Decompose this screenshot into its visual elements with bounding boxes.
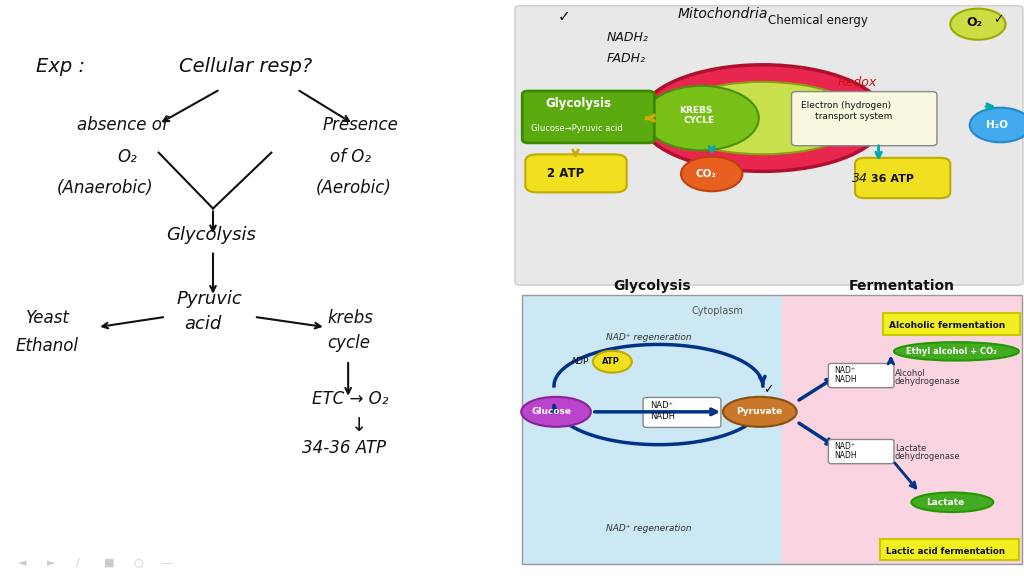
Text: Chemical energy: Chemical energy xyxy=(768,14,868,27)
Text: transport system: transport system xyxy=(815,112,893,121)
FancyBboxPatch shape xyxy=(792,92,937,146)
Circle shape xyxy=(970,108,1024,142)
Text: Lactate: Lactate xyxy=(895,444,927,453)
Text: Alcoholic fermentation: Alcoholic fermentation xyxy=(889,321,1006,330)
Text: ↓: ↓ xyxy=(351,416,368,435)
Text: Glucose: Glucose xyxy=(531,407,571,416)
Bar xyxy=(522,295,782,564)
Ellipse shape xyxy=(911,492,993,512)
Text: NADH: NADH xyxy=(835,376,857,384)
Text: ADP: ADP xyxy=(571,357,590,366)
Text: absence of: absence of xyxy=(77,116,168,134)
Ellipse shape xyxy=(665,82,861,154)
Text: NAD⁺: NAD⁺ xyxy=(835,366,856,375)
FancyBboxPatch shape xyxy=(828,439,894,464)
Text: dehydrogenase: dehydrogenase xyxy=(895,452,961,461)
Text: Exp :: Exp : xyxy=(36,57,85,76)
Text: Electron (hydrogen): Electron (hydrogen) xyxy=(801,101,891,110)
Text: cycle: cycle xyxy=(328,335,371,353)
Text: Lactic acid fermentation: Lactic acid fermentation xyxy=(886,547,1005,556)
Text: Cellular resp?: Cellular resp? xyxy=(179,57,312,76)
Text: NAD⁺: NAD⁺ xyxy=(835,442,856,451)
Text: —: — xyxy=(162,558,173,567)
Text: ◄: ◄ xyxy=(18,558,27,567)
Text: of O₂: of O₂ xyxy=(330,149,371,166)
Text: ATP: ATP xyxy=(602,357,620,366)
FancyBboxPatch shape xyxy=(883,313,1020,335)
Text: Ethyl alcohol + CO₂: Ethyl alcohol + CO₂ xyxy=(906,347,997,355)
Bar xyxy=(782,295,1022,564)
Text: Lactate: Lactate xyxy=(926,498,964,507)
Text: H₂O: H₂O xyxy=(986,120,1008,130)
Text: Ethanol: Ethanol xyxy=(15,338,79,355)
Ellipse shape xyxy=(521,397,591,427)
FancyBboxPatch shape xyxy=(525,154,627,192)
Bar xyxy=(522,295,1022,564)
Text: Cytoplasm: Cytoplasm xyxy=(691,306,743,316)
Text: 36 ATP: 36 ATP xyxy=(871,174,914,184)
Text: ✓: ✓ xyxy=(763,384,773,396)
Text: FADH₂: FADH₂ xyxy=(606,52,645,65)
FancyBboxPatch shape xyxy=(515,6,1023,285)
FancyBboxPatch shape xyxy=(522,91,654,143)
FancyBboxPatch shape xyxy=(855,158,950,198)
Text: O₂: O₂ xyxy=(118,149,137,166)
Text: Pyruvic: Pyruvic xyxy=(176,290,242,308)
Text: Pyruvate: Pyruvate xyxy=(736,407,782,416)
Text: Redox: Redox xyxy=(838,77,877,89)
Text: NAD⁺: NAD⁺ xyxy=(650,401,674,410)
FancyBboxPatch shape xyxy=(858,165,932,191)
Text: ■: ■ xyxy=(104,558,115,567)
Text: acid: acid xyxy=(184,316,221,334)
Text: Yeast: Yeast xyxy=(26,309,70,327)
Circle shape xyxy=(950,9,1006,40)
Text: Fermentation: Fermentation xyxy=(849,279,955,293)
Circle shape xyxy=(644,86,759,150)
Text: 34-36 ATP: 34-36 ATP xyxy=(302,439,386,457)
Text: Glucose→Pyruvic acid: Glucose→Pyruvic acid xyxy=(531,124,624,133)
Text: krebs: krebs xyxy=(328,309,374,327)
Text: ETC → O₂: ETC → O₂ xyxy=(312,391,389,408)
Ellipse shape xyxy=(894,342,1019,361)
Text: 2 ATP: 2 ATP xyxy=(547,168,584,180)
FancyBboxPatch shape xyxy=(880,539,1019,560)
Text: CO₂: CO₂ xyxy=(695,169,716,179)
Text: Glycolysis: Glycolysis xyxy=(613,279,691,293)
Text: NADH₂: NADH₂ xyxy=(606,32,648,44)
Text: Glycolysis: Glycolysis xyxy=(166,226,256,244)
Text: Presence: Presence xyxy=(323,116,398,134)
Text: 34: 34 xyxy=(852,172,868,185)
Text: Glycolysis: Glycolysis xyxy=(546,97,611,109)
Text: NADH: NADH xyxy=(835,452,857,460)
Ellipse shape xyxy=(640,65,886,172)
Text: NAD⁺ regeneration: NAD⁺ regeneration xyxy=(606,333,692,342)
Text: CYCLE: CYCLE xyxy=(683,116,714,124)
Text: (Aerobic): (Aerobic) xyxy=(315,179,391,197)
Text: NAD⁺ regeneration: NAD⁺ regeneration xyxy=(606,524,692,533)
Text: ►: ► xyxy=(47,558,55,567)
Text: ○: ○ xyxy=(133,558,143,567)
Text: NADH: NADH xyxy=(650,412,675,421)
Text: dehydrogenase: dehydrogenase xyxy=(895,377,961,385)
Text: KREBS: KREBS xyxy=(679,107,713,115)
FancyBboxPatch shape xyxy=(643,397,721,427)
Circle shape xyxy=(681,157,742,191)
Text: ✓: ✓ xyxy=(993,13,1004,26)
Text: O₂: O₂ xyxy=(967,17,983,29)
Text: (Anaerobic): (Anaerobic) xyxy=(56,179,153,197)
Text: Mitochondria: Mitochondria xyxy=(678,7,768,21)
Text: ✓: ✓ xyxy=(558,9,570,24)
Ellipse shape xyxy=(723,397,797,427)
Text: Alcohol: Alcohol xyxy=(895,369,926,377)
Text: ∕: ∕ xyxy=(76,558,80,567)
Circle shape xyxy=(593,351,632,373)
FancyBboxPatch shape xyxy=(828,363,894,388)
